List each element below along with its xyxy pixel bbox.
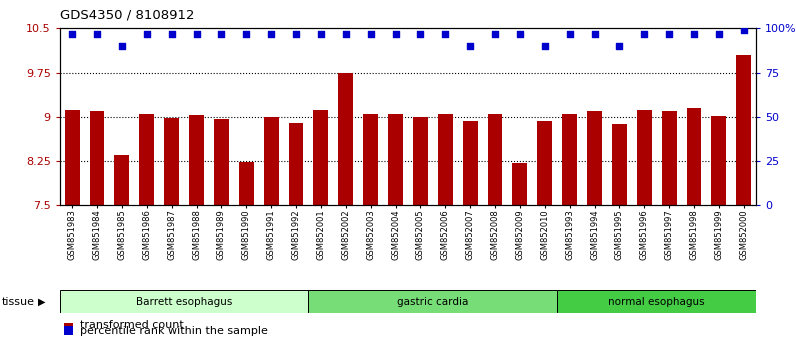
Point bbox=[538, 43, 551, 49]
Point bbox=[240, 31, 252, 36]
Point bbox=[66, 31, 79, 36]
Bar bbox=[214, 119, 228, 354]
Point bbox=[613, 43, 626, 49]
Point bbox=[638, 31, 650, 36]
Bar bbox=[637, 110, 652, 354]
Point bbox=[365, 31, 377, 36]
Bar bbox=[686, 108, 701, 354]
Bar bbox=[239, 162, 254, 354]
Point bbox=[190, 31, 203, 36]
Bar bbox=[139, 114, 154, 354]
Point bbox=[688, 31, 700, 36]
Point bbox=[265, 31, 278, 36]
Point bbox=[588, 31, 601, 36]
Bar bbox=[537, 121, 552, 354]
FancyBboxPatch shape bbox=[557, 290, 756, 313]
Point bbox=[166, 31, 178, 36]
FancyBboxPatch shape bbox=[308, 290, 557, 313]
Bar bbox=[164, 118, 179, 354]
Point bbox=[215, 31, 228, 36]
FancyBboxPatch shape bbox=[60, 290, 308, 313]
Text: transformed count: transformed count bbox=[80, 320, 183, 330]
Point bbox=[489, 31, 501, 36]
Bar bbox=[263, 117, 279, 354]
Point bbox=[564, 31, 576, 36]
Bar bbox=[712, 116, 726, 354]
Text: GDS4350 / 8108912: GDS4350 / 8108912 bbox=[60, 9, 194, 22]
Point bbox=[140, 31, 153, 36]
Bar bbox=[413, 117, 427, 354]
Bar bbox=[587, 111, 602, 354]
Bar bbox=[612, 124, 626, 354]
Bar bbox=[363, 114, 378, 354]
Bar bbox=[736, 55, 751, 354]
Point bbox=[414, 31, 427, 36]
Point bbox=[290, 31, 302, 36]
Point bbox=[737, 27, 750, 33]
Text: ▶: ▶ bbox=[38, 297, 45, 307]
Bar bbox=[513, 163, 527, 354]
Text: normal esophagus: normal esophagus bbox=[608, 297, 705, 307]
Bar bbox=[115, 155, 129, 354]
Text: Barrett esophagus: Barrett esophagus bbox=[136, 297, 232, 307]
Bar bbox=[314, 110, 328, 354]
Point bbox=[513, 31, 526, 36]
Text: gastric cardia: gastric cardia bbox=[397, 297, 469, 307]
Point bbox=[91, 31, 103, 36]
Point bbox=[712, 31, 725, 36]
Bar bbox=[89, 111, 104, 354]
Bar bbox=[388, 114, 403, 354]
Point bbox=[464, 43, 477, 49]
Text: percentile rank within the sample: percentile rank within the sample bbox=[80, 326, 267, 336]
Bar bbox=[338, 73, 353, 354]
Bar bbox=[438, 114, 453, 354]
Point bbox=[339, 31, 352, 36]
Bar bbox=[562, 114, 577, 354]
Text: tissue: tissue bbox=[2, 297, 34, 307]
Point bbox=[115, 43, 128, 49]
Bar bbox=[64, 110, 80, 354]
Bar bbox=[661, 111, 677, 354]
Point bbox=[314, 31, 327, 36]
Bar bbox=[189, 115, 204, 354]
Point bbox=[663, 31, 676, 36]
Bar bbox=[462, 121, 478, 354]
Point bbox=[439, 31, 451, 36]
Point bbox=[389, 31, 402, 36]
Bar bbox=[487, 114, 502, 354]
Bar bbox=[288, 123, 303, 354]
